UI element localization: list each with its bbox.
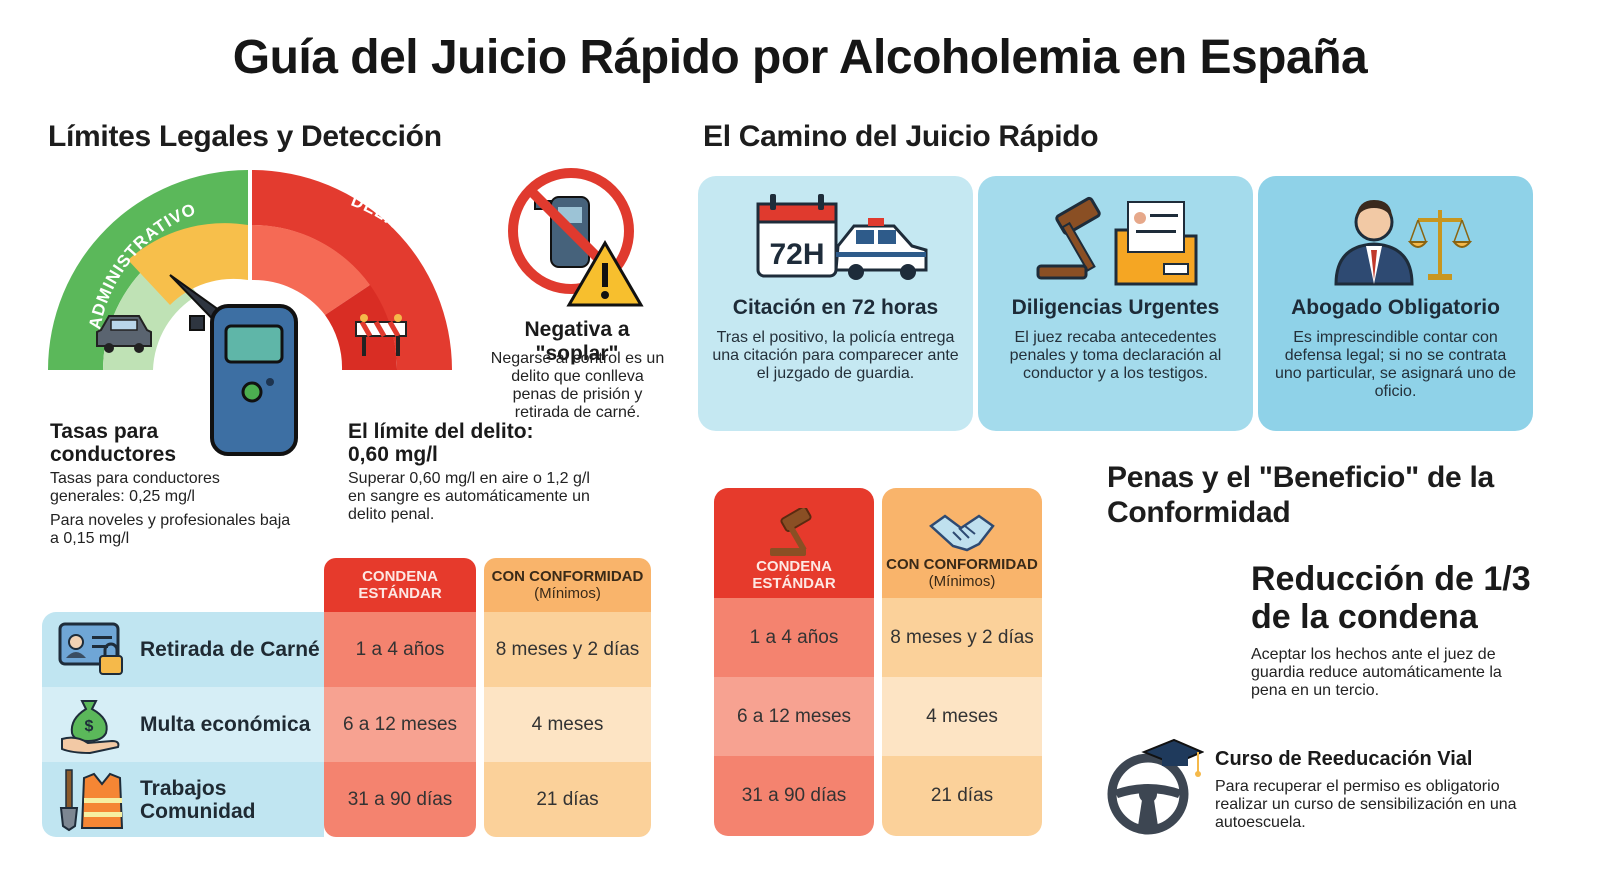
path-card-citation: 72H Citación en 72 horas Tras el positiv… — [698, 176, 973, 431]
table-left-cell-standard-2: 6 a 12 meses — [324, 687, 476, 762]
table-left-label-2: Multa económica — [140, 713, 311, 736]
license-lock-icon — [58, 622, 123, 675]
drivers-text-1: Tasas para conductores generales: 0,25 m… — [50, 470, 220, 505]
table-right-header-standard: CONDENA ESTÁNDAR — [714, 488, 874, 598]
refusal-title: Negativa a "soplar" — [524, 318, 630, 365]
table-right-cell-conformity-2: 4 meses — [882, 677, 1042, 756]
reduction-title: Reducción de 1/3 de la condena — [1251, 560, 1531, 636]
table-left-header-conformity: CON CONFORMIDAD (Mínimos) — [484, 558, 651, 612]
table-left-cell-standard-3: 31 a 90 días — [324, 762, 476, 837]
gauge-red-outer — [252, 170, 452, 370]
penalties-heading: Penas y el "Beneficio" de la Conformidad — [1107, 461, 1494, 529]
path-heading: El Camino del Juicio Rápido — [703, 120, 1099, 153]
table-left-cell-conformity-1: 8 meses y 2 días — [484, 612, 651, 687]
road-barrier-icon — [355, 314, 407, 356]
svg-text:72H: 72H — [769, 238, 824, 271]
money-bag-hand-icon: $ — [61, 700, 120, 755]
table-left-cell-conformity-3: 21 días — [484, 762, 651, 837]
table-right-cell-conformity-3: 21 días — [882, 756, 1042, 836]
drivers-text-2: Para noveles y profesionales baja a 0,15… — [50, 512, 291, 547]
gauge-green-outer — [48, 170, 248, 370]
breathalyzer-icon — [189, 304, 298, 456]
path-card-diligences-title: Diligencias Urgentes — [1011, 296, 1220, 319]
table-left-label-3: Trabajos Comunidad — [140, 776, 256, 823]
no-breathalyzer-icon — [508, 168, 644, 307]
lawyer-scales-icon — [1334, 200, 1473, 286]
table-left-label-1: Retirada de Carné — [140, 638, 320, 661]
gavel-icon — [770, 508, 812, 556]
table-right-cell-standard-3: 31 a 90 días — [714, 756, 874, 836]
course-text: Para recuperar el permiso es obligatorio… — [1215, 778, 1517, 831]
crime-limit-title: El límite del delito: 0,60 mg/l — [348, 420, 534, 466]
alcohol-gauge: ADMINISTRATIVO DELITO PENAL — [48, 170, 457, 370]
table-left-cell-standard-1: 1 a 4 años — [324, 612, 476, 687]
page-title: Guía del Juicio Rápido por Alcoholemia e… — [232, 31, 1368, 84]
car-icon — [96, 315, 152, 353]
table-right-header-conformity: CON CONFORMIDAD (Mínimos) — [882, 488, 1042, 598]
refusal-text: Negarse al control es un delito que conl… — [490, 350, 665, 421]
path-card-lawyer-text: Es imprescindible contar con defensa leg… — [1274, 329, 1517, 400]
handshake-icon — [929, 514, 995, 552]
calendar-72h-police-car-icon: 72H — [756, 194, 928, 280]
course-title: Curso de Reeducación Vial — [1215, 748, 1473, 770]
shovel-vest-icon — [59, 769, 124, 832]
table-right-cell-standard-1: 1 a 4 años — [714, 598, 874, 677]
limits-heading: Límites Legales y Detección — [48, 120, 442, 153]
gavel-folder-icon — [1036, 196, 1198, 286]
path-card-lawyer-title: Abogado Obligatorio — [1291, 296, 1500, 319]
drivers-title: Tasas para conductores — [50, 420, 177, 466]
path-card-diligences: Diligencias Urgentes El juez recaba ante… — [978, 176, 1253, 431]
path-card-citation-title: Citación en 72 horas — [732, 296, 939, 319]
path-card-lawyer: Abogado Obligatorio Es imprescindible co… — [1258, 176, 1533, 431]
gauge-light-red — [252, 224, 370, 315]
table-left-header-standard: CONDENA ESTÁNDAR — [324, 558, 476, 612]
svg-text:$: $ — [85, 718, 94, 735]
path-card-diligences-text: El juez recaba antecedentes penales y to… — [1009, 329, 1222, 382]
crime-limit-text: Superar 0,60 mg/l en aire o 1,2 g/l en s… — [348, 470, 590, 523]
table-right-cell-standard-2: 6 a 12 meses — [714, 677, 874, 756]
table-right-cell-conformity-1: 8 meses y 2 días — [882, 598, 1042, 677]
reduction-text: Aceptar los hechos ante el juez de guard… — [1251, 646, 1502, 699]
path-card-citation-text: Tras el positivo, la policía entrega una… — [712, 329, 959, 382]
gauge-yellow — [128, 223, 248, 305]
steering-wheel-graduation-icon — [1107, 738, 1204, 835]
table-left-cell-conformity-2: 4 meses — [484, 687, 651, 762]
